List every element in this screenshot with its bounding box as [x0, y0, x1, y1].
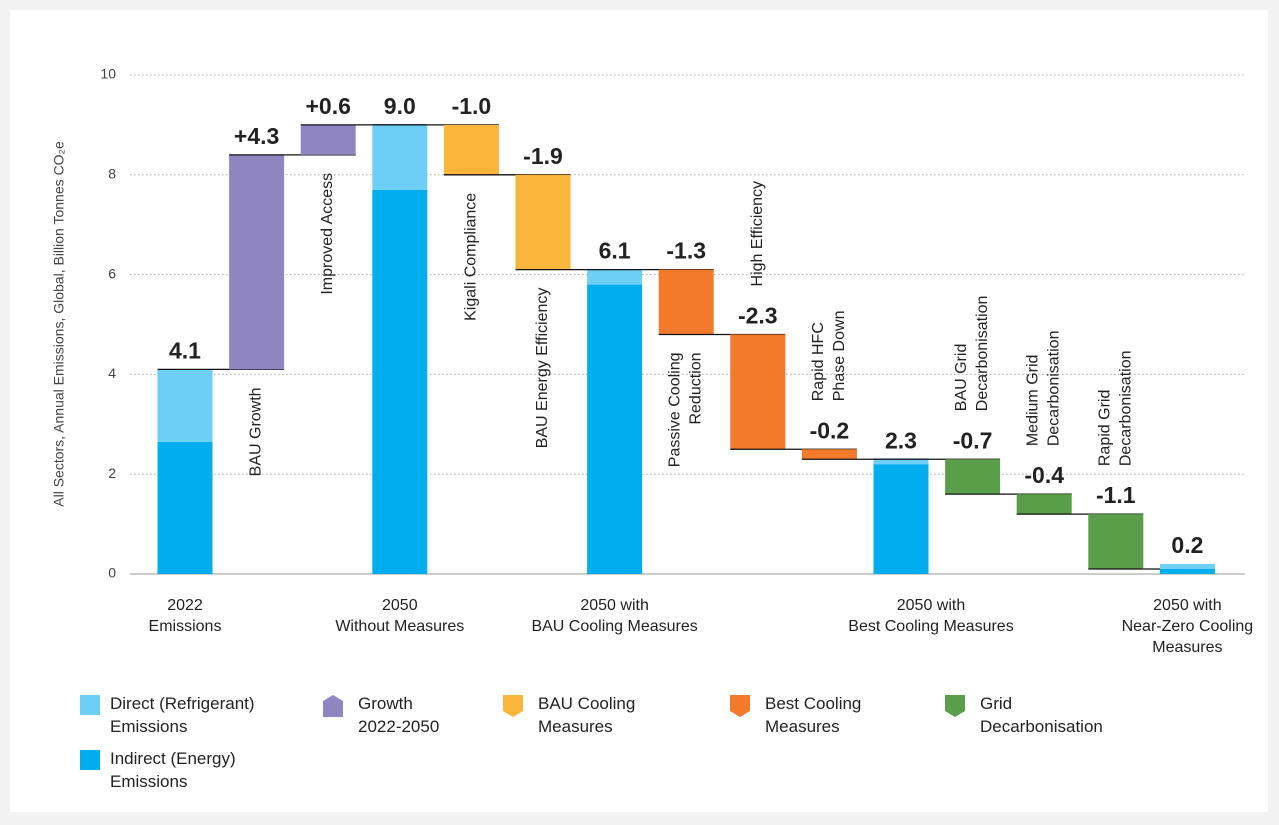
legend-swatch — [503, 695, 523, 717]
delta-label: -0.2 — [810, 417, 850, 443]
bar-segment — [1159, 564, 1215, 570]
category-label: BAU Grid Decarbonisation — [953, 296, 991, 412]
bar-segment — [372, 189, 428, 574]
bar-segment — [1159, 569, 1215, 574]
category-label: Improved Access — [319, 173, 336, 295]
legend-label: Grid Decarbonisation — [980, 694, 1103, 736]
y-tick-label: 4 — [108, 365, 116, 381]
category-label: BAU Energy Efficiency — [534, 288, 551, 449]
legend-label: BAU Cooling Measures — [538, 694, 635, 736]
category-label: 2050 Without Measures — [335, 597, 464, 635]
legend-label: Indirect (Energy) Emissions — [110, 749, 236, 791]
category-label: Kigali Compliance — [463, 193, 480, 321]
delta-bar — [443, 124, 499, 175]
delta-label: -1.1 — [1096, 482, 1136, 508]
total-label: 4.1 — [169, 337, 201, 363]
y-tick-label: 0 — [108, 565, 116, 581]
delta-label: +4.3 — [234, 123, 279, 149]
y-tick-label: 6 — [108, 265, 116, 281]
delta-label: -2.3 — [738, 303, 778, 329]
delta-label: -1.9 — [523, 143, 563, 169]
category-label: High Efficiency — [749, 181, 766, 287]
bar-segment — [587, 269, 643, 285]
legend-swatch — [80, 695, 100, 715]
legend-label: Direct (Refrigerant) Emissions — [110, 694, 255, 736]
total-label: 6.1 — [599, 238, 631, 264]
delta-bar — [1016, 494, 1072, 515]
y-tick-label: 10 — [100, 66, 116, 82]
legend-label: Growth 2022-2050 — [358, 694, 439, 736]
category-label: Passive Cooling Reduction — [667, 352, 705, 467]
bar-segment — [587, 284, 643, 574]
category-label: BAU Growth — [248, 387, 265, 476]
category-label: 2050 with BAU Cooling Measures — [531, 597, 697, 635]
delta-label: -1.3 — [666, 238, 706, 264]
bar-segment — [873, 459, 929, 465]
y-tick-label: 2 — [108, 465, 116, 481]
delta-bar — [229, 154, 285, 370]
total-label: 9.0 — [384, 93, 416, 119]
delta-label: +0.6 — [305, 93, 350, 119]
bar-segment — [372, 124, 428, 190]
delta-bar — [801, 449, 857, 460]
y-tick-label: 8 — [108, 166, 116, 182]
delta-bar — [1088, 514, 1144, 570]
legend-swatch — [323, 695, 343, 717]
bar-segment — [157, 369, 213, 442]
category-label: Rapid HFC Phase Down — [810, 311, 848, 402]
category-label: 2050 with Near-Zero Cooling Measures — [1122, 597, 1254, 656]
y-axis-label: All Sectors, Annual Emissions, Global, B… — [51, 141, 67, 507]
delta-label: -0.4 — [1024, 462, 1064, 488]
bar-segment — [873, 464, 929, 574]
delta-bar — [515, 174, 571, 270]
total-label: 0.2 — [1171, 532, 1203, 558]
delta-bar — [730, 334, 786, 450]
delta-bar — [300, 124, 356, 155]
category-label: Rapid Grid Decarbonisation — [1097, 350, 1135, 466]
legend-swatch — [730, 695, 750, 717]
total-label: 2.3 — [885, 427, 917, 453]
category-label: Medium Grid Decarbonisation — [1025, 331, 1063, 447]
legend-swatch — [945, 695, 965, 717]
category-label: 2022 Emissions — [149, 597, 222, 635]
delta-label: -0.7 — [953, 427, 993, 453]
legend-swatch — [80, 750, 100, 770]
category-label: 2050 with Best Cooling Measures — [848, 597, 1013, 635]
delta-bar — [658, 269, 714, 335]
legend-label: Best Cooling Measures — [765, 694, 861, 736]
delta-bar — [945, 459, 1001, 495]
bar-segment — [157, 441, 213, 574]
delta-label: -1.0 — [452, 93, 492, 119]
